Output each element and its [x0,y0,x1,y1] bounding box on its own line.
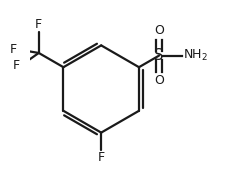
Text: F: F [98,151,105,164]
Text: O: O [154,74,164,87]
Text: F: F [9,43,16,56]
Text: F: F [13,59,20,72]
Text: S: S [154,48,164,63]
Text: O: O [154,24,164,37]
Text: NH$_2$: NH$_2$ [183,48,208,63]
Text: F: F [35,18,42,31]
